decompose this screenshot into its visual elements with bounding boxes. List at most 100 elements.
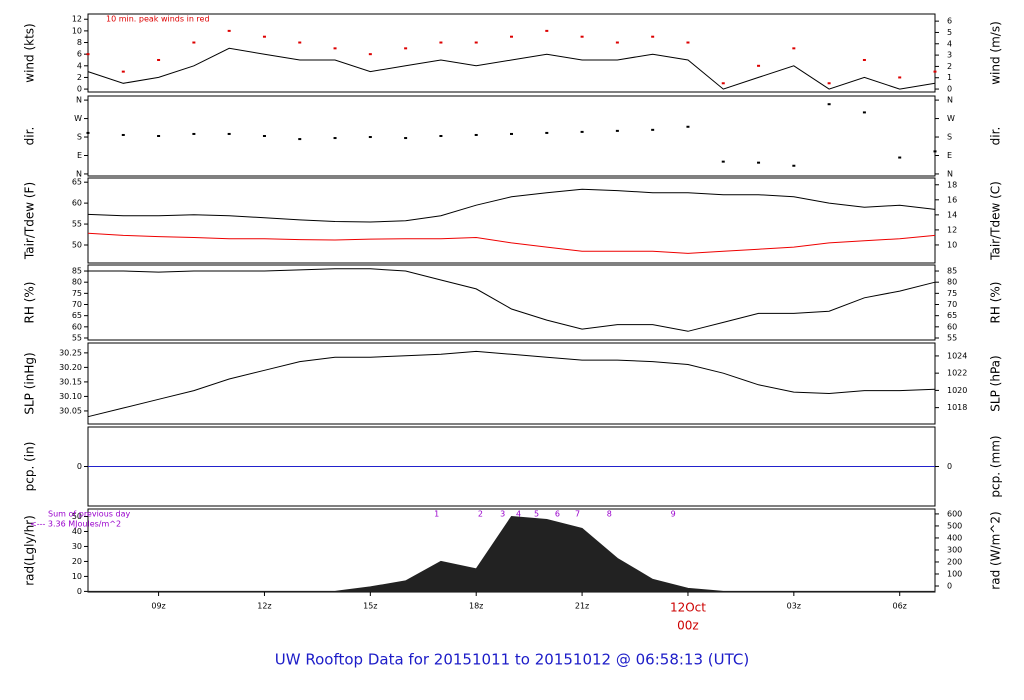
data-point: [262, 135, 266, 137]
y-tick-label: 20: [72, 557, 82, 566]
y2-tick-label: 12: [947, 225, 957, 234]
y-tick-label: 85: [72, 267, 82, 276]
panel-frame: [87, 177, 936, 264]
y-tick-label: 12: [72, 15, 82, 24]
y-tick-label: N: [76, 169, 82, 178]
data-point: [474, 133, 478, 136]
y-tick-label: 75: [72, 289, 82, 298]
y-tick-label: 65: [72, 311, 82, 320]
data-point: [862, 111, 866, 114]
data-point: [651, 128, 655, 131]
y-tick-label: 70: [72, 300, 82, 309]
y2-axis-label: dir.: [989, 127, 1003, 146]
data-point: [862, 58, 866, 61]
marker-label: 1: [434, 510, 439, 519]
line: [87, 232, 936, 254]
y2-tick-label: 100: [947, 569, 962, 578]
data-point: [157, 58, 161, 61]
x-tick-label: 06z: [893, 602, 907, 611]
y-tick-label: 30.25: [59, 348, 82, 357]
data-point: [510, 132, 513, 135]
y2-axis-label: pcp. (mm): [989, 435, 1003, 497]
y2-tick-label: 1: [947, 73, 952, 82]
y2-tick-label: 60: [947, 322, 957, 331]
data-point: [404, 47, 408, 50]
data-point: [757, 64, 761, 67]
y-tick-label: 0: [77, 462, 82, 471]
y2-tick-label: W: [947, 114, 955, 123]
marker-label: 3: [500, 510, 505, 519]
y2-tick-label: 1022: [947, 369, 967, 378]
data-point: [474, 41, 478, 44]
annotation: Sum of previous day: [48, 510, 130, 519]
y-tick-label: 4: [77, 61, 82, 70]
y2-tick-label: 10: [947, 240, 957, 249]
y-tick-label: 60: [72, 322, 82, 331]
data-point: [721, 160, 725, 163]
data-point: [615, 129, 619, 132]
data-point: [121, 133, 125, 136]
y-axis-label: SLP (inHg): [23, 352, 37, 414]
marker-label: 7: [575, 510, 580, 519]
data-point: [545, 131, 549, 134]
marker-label: 4: [516, 510, 521, 519]
area: [87, 515, 936, 592]
data-point: [262, 35, 266, 38]
data-point: [439, 41, 443, 44]
data-point: [898, 76, 902, 79]
y2-tick-label: 300: [947, 545, 962, 554]
data-point: [86, 53, 90, 56]
y2-tick-label: 1020: [947, 386, 967, 395]
data-point: [898, 156, 902, 159]
y2-axis-label: SLP (hPa): [989, 355, 1003, 411]
y-tick-label: S: [77, 133, 82, 142]
data-point: [721, 82, 725, 85]
x-tick-date: 12Oct: [670, 601, 706, 615]
data-point: [227, 132, 231, 135]
y2-tick-label: N: [947, 169, 953, 178]
marker-label: 6: [555, 510, 560, 519]
y-tick-label: 65: [72, 178, 82, 187]
y-tick-label: 2: [77, 73, 82, 82]
y2-tick-label: 600: [947, 509, 962, 518]
y-tick-label: W: [74, 114, 82, 123]
data-point: [298, 138, 302, 141]
y2-axis-label: rad (W/m^2): [989, 511, 1003, 589]
y2-tick-label: 5: [947, 28, 952, 37]
data-point: [404, 137, 408, 140]
data-point: [580, 35, 584, 38]
y2-tick-label: 1018: [947, 403, 967, 412]
y2-tick-label: 80: [947, 278, 957, 287]
data-point: [686, 41, 690, 44]
y-tick-label: 80: [72, 278, 82, 287]
y-tick-label: 55: [72, 333, 82, 342]
x-tick-label: 00z: [677, 619, 699, 633]
data-point: [333, 137, 337, 140]
y-tick-label: 0: [77, 587, 82, 596]
marker-label: 8: [607, 510, 612, 519]
y2-tick-label: 4: [947, 39, 952, 48]
y2-axis-label: wind (m/s): [989, 21, 1003, 85]
data-point: [545, 29, 549, 32]
x-tick-label: 18z: [469, 602, 483, 611]
y2-tick-label: 55: [947, 333, 957, 342]
y2-tick-label: 6: [947, 17, 952, 26]
x-tick-label: 21z: [575, 602, 589, 611]
y2-tick-label: S: [947, 133, 952, 142]
data-point: [368, 53, 372, 56]
y-tick-label: 10: [72, 572, 82, 581]
panel-frame: [87, 264, 936, 341]
data-point: [192, 132, 196, 135]
data-point: [333, 47, 337, 50]
data-point: [651, 35, 655, 38]
y-tick-label: 30.20: [59, 363, 82, 372]
y-axis-label: pcp. (in): [23, 442, 37, 492]
marker-label: 9: [671, 510, 676, 519]
data-point: [227, 29, 231, 32]
data-point: [298, 41, 302, 44]
y2-tick-label: 75: [947, 289, 957, 298]
data-point: [757, 161, 761, 164]
x-tick-label: 03z: [787, 602, 801, 611]
